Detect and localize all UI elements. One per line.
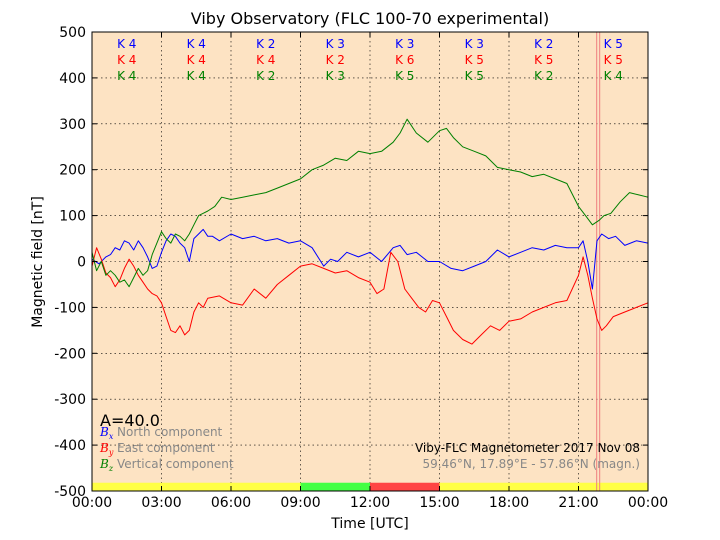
y-tick-label: 500 — [59, 25, 86, 41]
k-index-label: K 2 — [326, 53, 345, 67]
k-index-label: K 3 — [326, 69, 345, 83]
k-index-label: K 5 — [395, 69, 414, 83]
k-index-label: K 4 — [117, 53, 136, 67]
info-line: 59.46°N, 17.89°E - 57.86°N (magn.) — [423, 457, 640, 471]
k-index-label: K 2 — [534, 69, 553, 83]
x-tick-label: 21:00 — [558, 495, 598, 511]
k-index-label: K 4 — [117, 37, 136, 51]
x-tick-label: 03:00 — [141, 495, 181, 511]
x-tick-label: 06:00 — [211, 495, 251, 511]
status-segment — [300, 482, 370, 491]
legend-label-x: North component — [117, 425, 223, 439]
legend-label-y: East component — [117, 441, 215, 455]
k-index-label: K 4 — [187, 37, 206, 51]
y-tick-label: 100 — [59, 209, 86, 225]
status-bar — [92, 482, 648, 491]
k-index-label: K 5 — [534, 53, 553, 67]
k-index-label: K 2 — [256, 69, 275, 83]
axis-ticks: 00:00 03:00 06:00 09:00 12:00 15:00 18:00 21:00… — [54, 25, 668, 511]
chart-title: Viby Observatory (FLC 100-70 experimenta… — [191, 9, 550, 28]
y-tick-label: 400 — [59, 71, 86, 87]
y-tick-label: -200 — [54, 346, 86, 362]
x-tick-label: 00:00 — [628, 495, 668, 511]
k-index-labels: K 4 K 4 K 2 K 3 K 3 K 3 K 2 K 5 K 4 K 4 K 4 K 2 K 6 K… — [117, 37, 623, 83]
status-segment — [92, 482, 301, 491]
x-tick-label: 18:00 — [489, 495, 529, 511]
y-tick-label: 0 — [77, 255, 86, 271]
status-segment — [370, 482, 440, 491]
k-index-label: K 5 — [465, 69, 484, 83]
k-index-label: K 5 — [604, 37, 623, 51]
y-tick-label: 300 — [59, 117, 86, 133]
x-tick-label: 00:00 — [72, 495, 112, 511]
status-segment — [439, 482, 648, 491]
k-index-label: K 2 — [534, 37, 553, 51]
series-line-z — [91, 118, 649, 288]
k-index-label: K 4 — [187, 69, 206, 83]
k-index-label: K 5 — [604, 53, 623, 67]
k-index-label: K 3 — [395, 37, 414, 51]
grid-lines — [91, 31, 649, 492]
legend-label-z: Vertical component — [117, 457, 234, 471]
x-tick-label: 12:00 — [350, 495, 390, 511]
series-line-y — [91, 247, 649, 345]
y-tick-label: -100 — [54, 300, 86, 316]
info-text: Viby-FLC Magnetometer 2017 Nov 08 59.46°N… — [415, 441, 640, 471]
y-tick-label: -500 — [54, 484, 86, 500]
a-index-text: A=40.0 — [100, 411, 160, 430]
k-index-label: K 5 — [465, 53, 484, 67]
k-index-label: K 3 — [465, 37, 484, 51]
k-index-label: K 4 — [256, 53, 275, 67]
x-tick-label: 15:00 — [419, 495, 459, 511]
y-tick-label: 200 — [59, 163, 86, 179]
k-index-label: K 3 — [326, 37, 345, 51]
k-index-label: K 6 — [395, 53, 414, 67]
k-index-label: K 4 — [117, 69, 136, 83]
y-axis-label: Magnetic field [nT] — [30, 196, 46, 328]
y-tick-label: -300 — [54, 392, 86, 408]
y-tick-label: -400 — [54, 438, 86, 454]
k-index-label: K 2 — [256, 37, 275, 51]
info-line: Viby-FLC Magnetometer 2017 Nov 08 — [415, 441, 640, 455]
x-axis-label: Time [UTC] — [330, 516, 408, 532]
series-lines — [91, 118, 649, 345]
k-index-label: K 4 — [604, 69, 623, 83]
k-index-label: K 4 — [187, 53, 206, 67]
x-tick-label: 09:00 — [280, 495, 320, 511]
